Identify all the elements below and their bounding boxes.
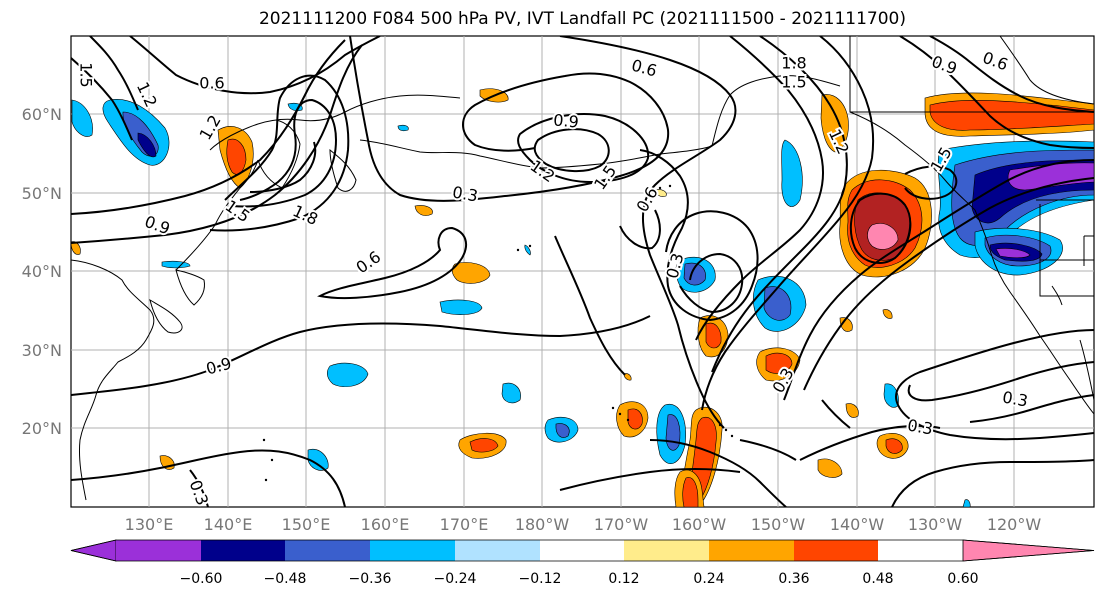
lon-label: 130°W [907,515,963,534]
colorbar-tick: 0.48 [862,571,894,587]
colorbar-segment [201,540,285,561]
colorbar-segment [116,540,201,561]
colorbar-tick: 0.36 [778,571,810,587]
lon-label: 120°W [986,515,1042,534]
lat-label: 50°N [21,184,62,203]
lon-label: 160°E [360,515,410,534]
contour-label: 1.5 [781,73,806,92]
lon-label: 180°W [514,515,570,534]
map-title: 2021111200 F084 500 hPa PV, IVT Landfall… [258,9,906,29]
lat-label: 30°N [21,341,62,360]
colorbar-outline [70,539,1095,562]
colorbar-tick: 0.60 [947,571,979,587]
lon-label: 150°E [281,515,331,534]
colorbar-tick: 0.24 [693,571,725,587]
contour-label: 1.5 [77,62,96,87]
colorbar-segment [624,540,709,561]
contour-label: 1.8 [781,54,806,73]
colorbar-segment [285,540,370,561]
lon-label: 140°W [829,515,885,534]
colorbar-tick: −0.36 [348,571,392,587]
colorbar-extend-max [962,539,1095,562]
lon-label: 160°W [671,515,727,534]
ivt-negative-patches [71,99,1094,507]
pv-contours [71,36,1094,507]
lat-label: 20°N [21,419,62,438]
lat-label: 40°N [21,262,62,281]
lat-label: 60°N [21,105,62,124]
colorbar-tick: −0.24 [433,571,477,587]
lon-label: 150°W [750,515,806,534]
colorbar-segment [794,540,878,561]
lon-label: 170°W [593,515,649,534]
lon-label: 140°E [203,515,253,534]
colorbar-tick: −0.48 [263,571,307,587]
contour-label: 0.9 [553,110,580,131]
colorbar-extend-min [70,539,117,562]
contour-label: 0.6 [199,74,224,93]
colorbar-segment [709,540,794,561]
colorbar-segment [370,540,455,561]
lon-label: 170°E [439,515,489,534]
contour-label: 0.6 [630,56,660,81]
contour-label: 0.3 [906,415,934,438]
colorbar-tick: 0.12 [608,571,640,587]
colorbar-segment [540,540,624,561]
colorbar-segment [455,540,540,561]
contour-label: 0.3 [1001,387,1029,410]
lon-label: 130°E [124,515,174,534]
colorbar [70,539,1095,562]
ivt-positive-patches [71,88,1094,507]
colorbar-tick: −0.12 [518,571,562,587]
colorbar-tick: −0.60 [179,571,223,587]
